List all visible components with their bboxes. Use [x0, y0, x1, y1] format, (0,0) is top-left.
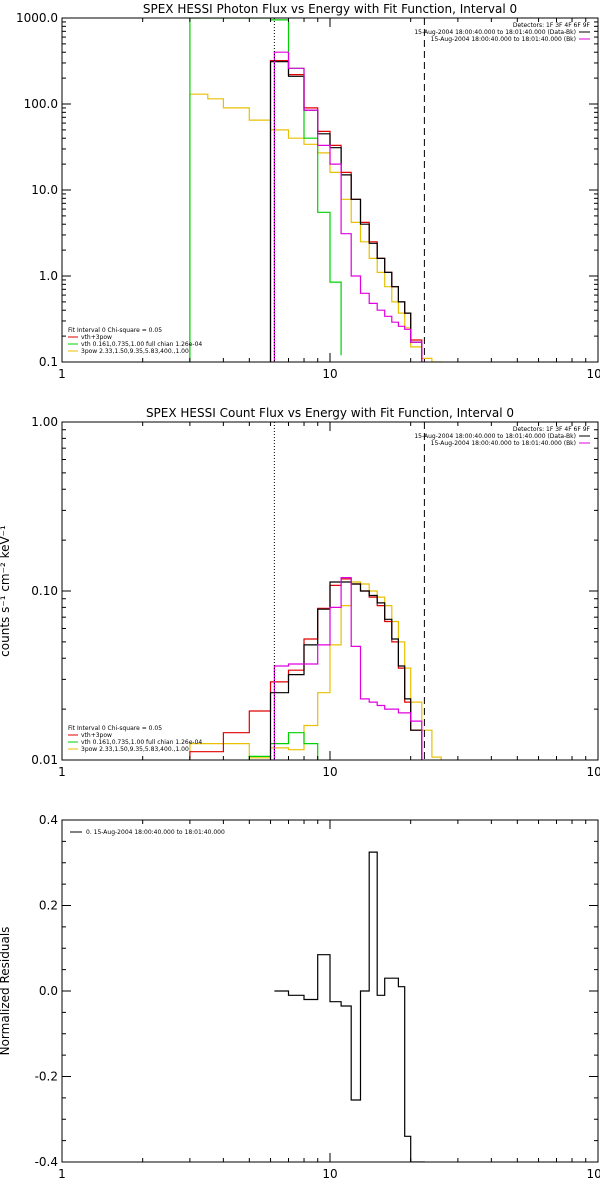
y-tick-label: -0.4: [35, 1155, 58, 1169]
series-line-0: [274, 851, 425, 1162]
x-tick-label: 10: [322, 1167, 337, 1181]
x-tick-label: 100: [587, 367, 600, 381]
y-tick-label: 10.0: [31, 183, 58, 197]
series-line-3: [269, 581, 423, 760]
x-tick-label: 1: [58, 367, 66, 381]
y-tick-label: 0.1: [39, 355, 58, 369]
y-axis-label: Normalized Residuals: [0, 927, 12, 1056]
series-line-4: [273, 51, 423, 362]
y-tick-label: 1000.0: [16, 11, 58, 25]
legend-entry: vth+3pow: [81, 334, 112, 341]
x-tick-label: 100: [587, 765, 600, 779]
y-tick-label: 0.4: [39, 813, 58, 827]
y-tick-label: 0.2: [39, 899, 58, 913]
legend-entry: 3pow 2.33,1.50,9.35,5.83,400.,1.00: [81, 348, 189, 355]
legend-entry: 15-Aug-2004 18:00:40.000 to 18:01:40.000…: [431, 36, 576, 43]
legend-entry: Detectors: 1F 3F 4F 6F 9F: [513, 22, 591, 29]
y-tick-label: 100.0: [24, 97, 58, 111]
series-group: [274, 851, 425, 1162]
series-group: [189, 577, 442, 760]
y-tick-label: 1.00: [31, 415, 58, 429]
legend-entry: 0. 15-Aug-2004 18:00:40.000 to 18:01:40.…: [86, 829, 225, 836]
chart-0: SPEX HESSI Photon Flux vs Energy with Fi…: [16, 2, 600, 381]
y-tick-label: 0.10: [31, 584, 58, 598]
series-line-1: [248, 732, 319, 760]
legend-entry: 15-Aug-2004 18:00:40.000 to 18:01:40.000…: [431, 440, 576, 447]
chart-title: SPEX HESSI Photon Flux vs Energy with Fi…: [143, 2, 517, 16]
legend-entry: Fit Interval 0 Chi-square = 0.05: [68, 327, 162, 334]
series-line-2: [189, 578, 423, 760]
y-tick-label: 0.01: [31, 753, 58, 767]
legend-entry: Fit Interval 0 Chi-square = 0.05: [68, 725, 162, 732]
legend-entry: 15-Aug-2004 18:00:40.000 to 18:01:40.000…: [414, 433, 576, 440]
x-tick-label: 10: [322, 765, 337, 779]
legend-entry: vth 0.161,0.735,1.00 full chian 1.26e-04: [81, 739, 202, 746]
legend-entry: 15-Aug-2004 18:00:40.000 to 18:01:40.000…: [414, 29, 576, 36]
legend-entry: Detectors: 1F 3F 4F 6F 9F: [513, 426, 591, 433]
y-tick-label: -0.2: [35, 1070, 58, 1084]
legend-entry: vth+3pow: [81, 732, 112, 739]
legend-entry: 3pow 2.33,1.50,9.35,5.83,400.,1.00: [81, 746, 189, 753]
series-line-1: [189, 18, 342, 362]
y-tick-label: 1.0: [39, 269, 58, 283]
series-line-0: [189, 581, 442, 760]
x-tick-label: 1: [58, 1167, 66, 1181]
x-tick-label: 10: [322, 367, 337, 381]
series-line-4: [273, 577, 423, 760]
x-tick-label: 1: [58, 765, 66, 779]
plot-frame: [61, 17, 599, 363]
legend-entry: vth 0.161,0.735,1.00 full chian 1.26e-04: [81, 341, 202, 348]
y-axis-label: counts s⁻¹ cm⁻² keV⁻¹: [0, 525, 12, 657]
series-line-2: [269, 60, 423, 362]
chart-title: SPEX HESSI Count Flux vs Energy with Fit…: [146, 406, 514, 420]
y-tick-label: 0.0: [39, 984, 58, 998]
series-line-0: [189, 93, 442, 362]
series-line-3: [269, 61, 423, 362]
x-tick-label: 100: [587, 1167, 600, 1181]
chart-1: SPEX HESSI Count Flux vs Energy with Fit…: [0, 406, 600, 779]
series-group: [189, 18, 442, 362]
chart-2: Normalized Residuals 1 10 100 -0.4 -0.2 0.0 0.2…: [0, 813, 600, 1181]
